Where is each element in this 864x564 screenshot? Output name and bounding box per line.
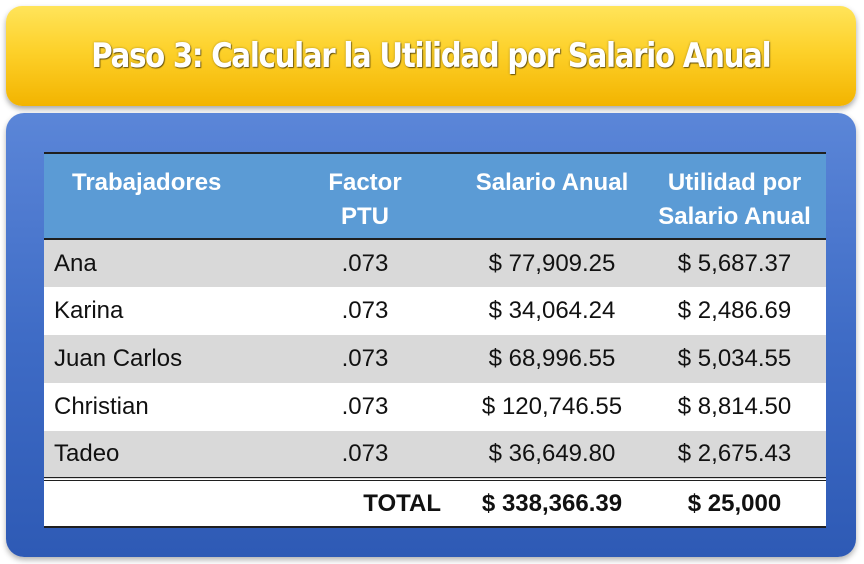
cell-factor: .073 [269,287,461,335]
total-label: TOTAL [269,477,461,528]
cell-salario: $ 77,909.25 [461,239,643,287]
cell-utilidad: $ 2,675.43 [643,431,826,479]
cell-trabajador: Tadeo [44,431,269,479]
total-salario: $ 338,366.39 [461,477,643,528]
page-title: Paso 3: Calcular la Utilidad por Salario… [91,36,771,76]
cell-salario: $ 120,746.55 [461,383,643,431]
table-row: Christian .073 $ 120,746.55 $ 8,814.50 [44,383,826,431]
cell-utilidad: $ 5,687.37 [643,239,826,287]
cell-salario: $ 34,064.24 [461,287,643,335]
header-salario-label: Salario Anual [475,169,629,196]
cell-trabajador: Ana [44,239,269,287]
table-row: Karina .073 $ 34,064.24 $ 2,486.69 [44,287,826,335]
cell-trabajador: Juan Carlos [44,335,269,383]
cell-trabajador: Karina [44,287,269,335]
header-salario-anual: Salario Anual [461,152,643,240]
header-factor-ptu: Factor PTU [269,152,461,240]
title-banner: Paso 3: Calcular la Utilidad por Salario… [6,6,856,106]
cell-trabajador: Christian [44,383,269,431]
table-header-row: Trabajadores Factor PTU Salario Anual Uti… [44,152,826,240]
header-factor-line1: Factor [328,169,402,196]
cell-factor: .073 [269,431,461,479]
cell-utilidad: $ 8,814.50 [643,383,826,431]
header-trabajadores: Trabajadores [44,152,269,240]
table-row: Tadeo .073 $ 36,649.80 $ 2,675.43 [44,431,826,479]
table-row: Ana .073 $ 77,909.25 $ 5,687.37 [44,239,826,287]
cell-salario: $ 36,649.80 [461,431,643,479]
total-utilidad: $ 25,000 [643,477,826,528]
table-row: Juan Carlos .073 $ 68,996.55 $ 5,034.55 [44,335,826,383]
cell-factor: .073 [269,239,461,287]
header-factor-line2: PTU [341,203,389,230]
header-utilidad: Utilidad por Salario Anual [643,152,826,240]
header-utilidad-line2: Salario Anual [658,203,811,230]
cell-utilidad: $ 5,034.55 [643,335,826,383]
utilidad-table: Trabajadores Factor PTU Salario Anual Uti… [44,152,826,528]
cell-salario: $ 68,996.55 [461,335,643,383]
cell-factor: .073 [269,335,461,383]
header-trabajadores-label: Trabajadores [72,169,222,196]
total-empty-cell [44,477,269,528]
total-row: TOTAL $ 338,366.39 $ 25,000 [44,477,826,528]
cell-factor: .073 [269,383,461,431]
cell-utilidad: $ 2,486.69 [643,287,826,335]
header-utilidad-line1: Utilidad por [667,169,802,196]
